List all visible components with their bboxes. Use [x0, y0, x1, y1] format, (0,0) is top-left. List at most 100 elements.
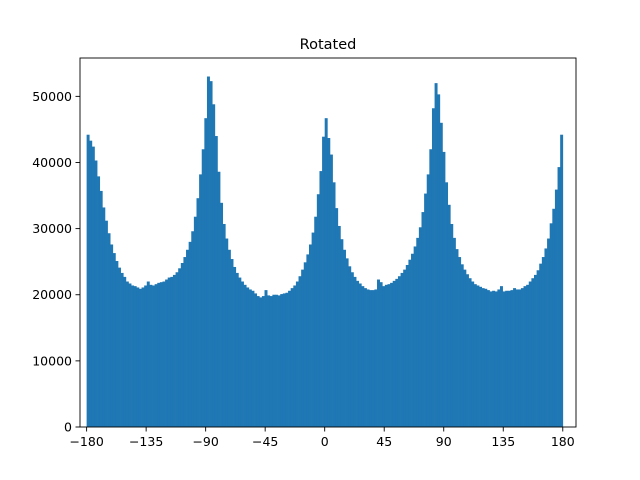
histogram-bar	[473, 284, 477, 427]
histogram-bar	[261, 296, 265, 427]
histogram-bar	[212, 104, 216, 428]
histogram-bar	[345, 258, 349, 427]
histogram-bar	[356, 280, 360, 427]
histogram-bar	[533, 274, 537, 427]
histogram-bar	[476, 285, 480, 427]
histogram-bar	[204, 118, 208, 427]
histogram-bar	[340, 239, 344, 427]
histogram-bar	[149, 284, 153, 427]
histogram-bar	[520, 288, 524, 427]
histogram-bar	[486, 290, 490, 427]
histogram-bar	[361, 286, 365, 427]
histogram-bar	[429, 149, 433, 428]
histogram-bar	[445, 182, 449, 427]
histogram-bar	[303, 262, 307, 427]
histogram-bar	[282, 293, 286, 427]
histogram-bar	[274, 294, 278, 427]
histogram-bar	[526, 284, 530, 427]
histogram-bar	[337, 225, 341, 427]
histogram-bar	[162, 281, 166, 427]
histogram-bar	[314, 216, 318, 427]
histogram-bar	[468, 278, 472, 427]
histogram-bar	[505, 290, 509, 427]
histogram-bar	[442, 151, 446, 427]
histogram-bar	[450, 223, 454, 427]
histogram-bar	[230, 259, 234, 427]
histogram-bar	[392, 280, 396, 427]
histogram-bar	[421, 212, 425, 427]
histogram-bar	[180, 263, 184, 427]
histogram-bar	[515, 289, 519, 427]
histogram-bar	[277, 295, 281, 427]
x-tick-label: 45	[376, 434, 392, 449]
histogram-bar	[319, 171, 323, 427]
histogram-bar	[431, 108, 435, 428]
x-tick-label: −135	[129, 434, 163, 449]
histogram-bar	[233, 266, 237, 427]
histogram-bar	[489, 291, 493, 427]
histogram-bar	[131, 285, 135, 427]
histogram-bar	[316, 194, 320, 427]
histogram-bar	[259, 297, 263, 427]
histogram-bar	[397, 276, 401, 427]
histogram-bar	[227, 249, 231, 427]
histogram-bar	[384, 284, 388, 427]
histogram-bar	[199, 174, 203, 427]
histogram-bar	[91, 146, 95, 427]
histogram-bar	[358, 283, 362, 427]
histogram-bar	[94, 160, 98, 427]
histogram-bar	[183, 257, 187, 427]
histogram-bar	[125, 281, 129, 427]
histogram-bar	[363, 288, 367, 427]
histogram-bar	[549, 223, 553, 427]
histogram-bar	[481, 288, 485, 427]
histogram-bar	[170, 276, 174, 427]
histogram-bar	[301, 269, 305, 427]
histogram-bar	[251, 290, 255, 427]
histogram-bar	[110, 244, 114, 427]
histogram-bar	[217, 171, 221, 427]
histogram-bar	[471, 281, 475, 427]
histogram-bar	[311, 232, 315, 427]
histogram-bar	[280, 294, 284, 427]
histogram-bar	[447, 204, 451, 427]
histogram-bar	[112, 253, 116, 427]
histogram-bar	[547, 238, 551, 427]
plot-frame	[79, 57, 577, 428]
histogram-bar	[552, 208, 556, 427]
histogram-bar	[288, 290, 292, 427]
histogram-bar	[152, 285, 155, 427]
histogram-bar	[510, 290, 514, 427]
histogram-bar	[324, 118, 328, 427]
histogram-bar	[418, 227, 422, 427]
x-tick-label: 180	[551, 434, 575, 449]
histogram-bar	[104, 220, 108, 427]
y-tick-label: 30000	[32, 221, 72, 236]
histogram-bar	[413, 246, 417, 427]
histogram-bar	[366, 289, 370, 427]
histogram-bar	[120, 272, 124, 427]
histogram-bar	[479, 286, 483, 427]
histogram-bar	[97, 176, 101, 427]
histogram-bar	[377, 279, 380, 427]
histogram-bar	[175, 272, 179, 427]
histogram-bar	[290, 288, 294, 427]
histogram-bar	[332, 182, 336, 427]
histogram-bar	[541, 257, 545, 427]
histogram-bar	[295, 281, 299, 427]
histogram-bar	[544, 248, 548, 427]
histogram-bar	[154, 284, 158, 427]
histogram-bar	[141, 287, 145, 427]
histogram-bar	[306, 254, 310, 427]
histogram-bar	[560, 134, 564, 428]
histogram-bar	[335, 208, 339, 427]
x-tick-label: −90	[192, 434, 218, 449]
histogram-bar	[350, 272, 354, 427]
histogram-bar	[172, 274, 176, 427]
histogram-bar	[136, 287, 140, 427]
histogram-bar	[554, 189, 558, 427]
histogram-bar	[518, 289, 522, 427]
histogram-bar	[484, 288, 488, 427]
histogram-bar	[523, 286, 527, 427]
histogram-bar	[458, 257, 462, 427]
